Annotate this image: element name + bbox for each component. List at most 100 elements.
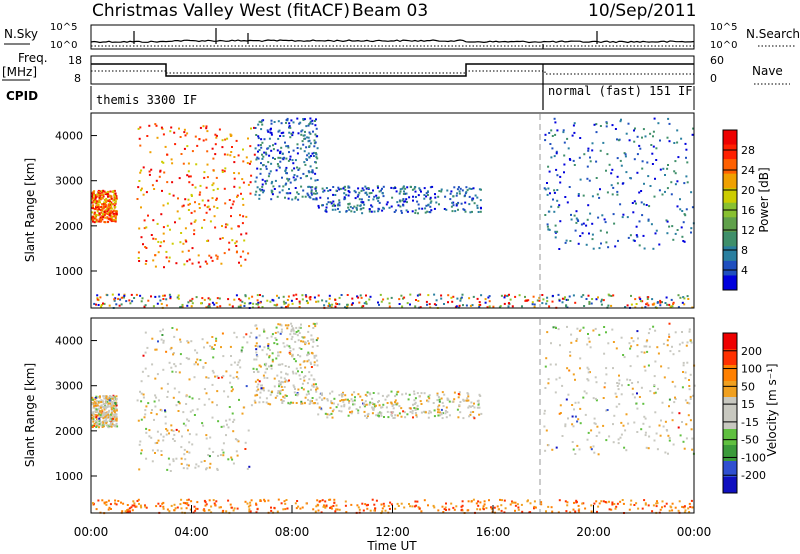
data-point (404, 200, 407, 203)
data-point (308, 156, 311, 159)
data-point (306, 136, 309, 139)
data-point (261, 123, 264, 126)
data-point (150, 411, 153, 414)
data-point (635, 303, 638, 305)
data-point (162, 133, 165, 136)
data-point (333, 498, 336, 501)
data-point (208, 509, 211, 512)
data-point (673, 401, 676, 404)
data-point (566, 504, 569, 507)
data-point (641, 160, 644, 163)
data-point (630, 337, 633, 340)
data-point (587, 371, 590, 374)
data-point (258, 188, 261, 191)
data-point (150, 234, 153, 236)
data-point (205, 125, 208, 128)
data-point (155, 505, 158, 508)
data-point (433, 409, 436, 412)
data-point (274, 337, 277, 340)
data-point (324, 506, 327, 509)
data-point (162, 368, 165, 371)
data-point (99, 414, 102, 417)
data-point (610, 304, 613, 307)
data-point (356, 195, 359, 198)
data-point (579, 367, 581, 370)
data-point (326, 399, 329, 402)
data-point (467, 395, 470, 398)
data-point (157, 502, 160, 505)
data-point (99, 405, 102, 408)
data-point (635, 502, 638, 505)
data-point (621, 499, 624, 501)
data-point (117, 297, 120, 300)
data-point (234, 242, 237, 245)
data-point (386, 201, 389, 204)
data-point (191, 247, 194, 250)
data-point (342, 391, 344, 394)
data-point (682, 371, 684, 373)
data-point (638, 296, 641, 299)
data-point (114, 195, 117, 198)
data-point (471, 304, 474, 307)
data-point (148, 435, 151, 438)
data-point (159, 299, 162, 302)
data-point (659, 299, 662, 302)
data-point (304, 294, 307, 297)
data-point (486, 306, 489, 309)
data-point (636, 330, 639, 333)
data-point (561, 301, 564, 304)
data-point (272, 156, 274, 159)
data-point (574, 415, 577, 418)
data-point (285, 145, 288, 148)
data-point (484, 301, 487, 304)
data-point (578, 329, 581, 332)
data-point (620, 336, 623, 339)
data-point (356, 295, 359, 298)
data-point (636, 344, 639, 347)
data-point (291, 302, 294, 305)
data-point (477, 403, 480, 406)
data-point (290, 401, 292, 404)
data-point (101, 197, 104, 200)
data-point (575, 217, 578, 220)
data-point (317, 509, 320, 512)
data-point (546, 193, 549, 196)
data-point (197, 254, 200, 257)
data-point (687, 414, 690, 417)
data-point (635, 234, 638, 237)
data-point (206, 240, 209, 242)
data-point (460, 505, 463, 508)
data-point (155, 413, 158, 416)
data-point (580, 223, 583, 226)
data-point (154, 254, 157, 257)
data-point (205, 467, 208, 470)
data-point (312, 192, 315, 195)
data-point (380, 503, 383, 506)
data-point (268, 354, 271, 357)
data-point (115, 407, 118, 410)
data-point (355, 206, 358, 209)
data-point (363, 410, 366, 413)
data-point (654, 177, 656, 180)
data-point (435, 299, 438, 302)
data-point (292, 328, 295, 331)
data-point (298, 300, 301, 303)
data-point (98, 420, 101, 423)
data-point (316, 345, 319, 347)
data-point (105, 402, 108, 405)
data-point (628, 508, 631, 511)
data-point (110, 406, 113, 409)
data-point (300, 185, 303, 188)
data-point (96, 200, 99, 203)
data-point (240, 264, 243, 267)
data-point (546, 225, 549, 228)
data-point (320, 407, 323, 410)
data-point (504, 507, 507, 510)
data-point (544, 214, 547, 216)
data-point (605, 241, 608, 244)
data-point (162, 294, 165, 297)
data-point (643, 365, 646, 368)
data-point (238, 359, 241, 362)
data-point (413, 393, 416, 396)
data-point (615, 347, 618, 350)
